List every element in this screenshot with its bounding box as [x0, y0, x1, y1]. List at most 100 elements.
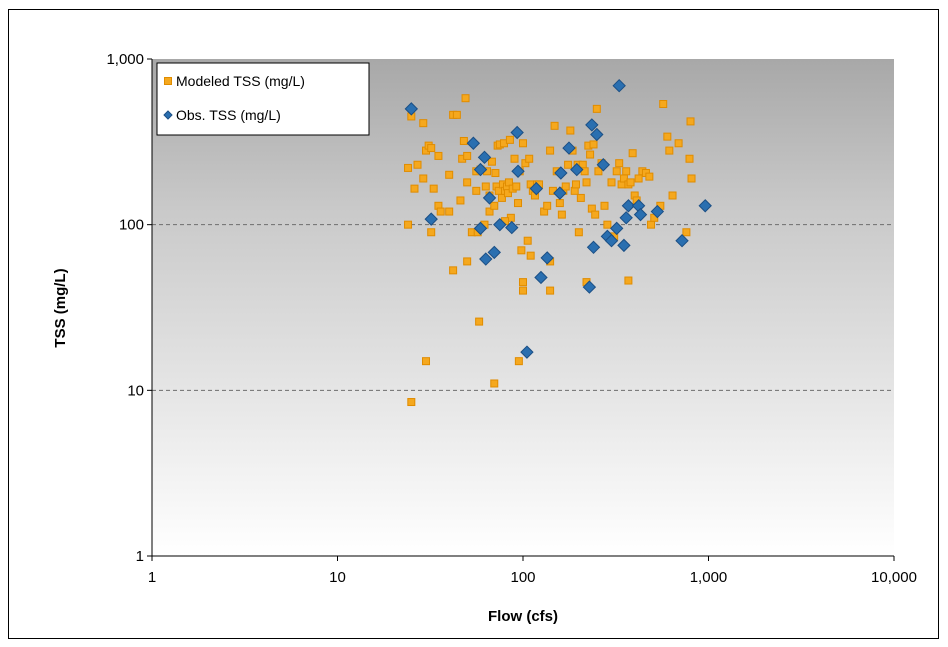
- modeled-point: [512, 182, 521, 191]
- modeled-point: [663, 132, 672, 141]
- modeled-point: [404, 163, 413, 172]
- x-tick-labels: 1 10 100 1,000 10,000: [148, 569, 917, 586]
- modeled-point: [566, 126, 575, 135]
- modeled-point: [561, 182, 570, 191]
- modeled-point: [404, 220, 413, 229]
- modeled-point: [419, 174, 428, 183]
- modeled-point: [659, 100, 668, 109]
- modeled-point: [645, 172, 654, 181]
- modeled-point: [514, 357, 523, 366]
- x-tick-label: 1: [148, 569, 156, 586]
- y-tick-label: 1,000: [106, 51, 144, 68]
- x-tick-label: 10: [329, 569, 346, 586]
- modeled-point: [626, 178, 635, 187]
- axes: [147, 58, 895, 561]
- modeled-point: [612, 167, 621, 176]
- modeled-point: [519, 139, 527, 148]
- observed-point: [582, 280, 597, 294]
- gridlines: [152, 224, 894, 391]
- modeled-point: [591, 210, 600, 219]
- modeled-point: [546, 286, 555, 295]
- observed-point: [505, 220, 519, 235]
- modeled-point: [407, 398, 416, 407]
- legend-marker-modeled: [164, 77, 172, 85]
- modeled-point: [481, 182, 490, 191]
- modeled-point: [622, 167, 631, 176]
- modeled-point: [594, 167, 603, 176]
- modeled-point: [434, 151, 443, 160]
- modeled-point: [665, 146, 674, 155]
- modeled-point: [592, 104, 601, 113]
- modeled-point: [503, 189, 512, 198]
- y-tick-label: 1: [136, 548, 144, 565]
- modeled-point: [463, 178, 472, 187]
- modeled-point: [459, 136, 468, 145]
- modeled-point: [582, 178, 591, 187]
- observed-point: [473, 221, 488, 236]
- modeled-point: [668, 191, 677, 200]
- modeled-point: [487, 157, 496, 166]
- modeled-point: [550, 121, 559, 130]
- observed-point: [520, 345, 534, 359]
- observed-point: [473, 162, 488, 177]
- modeled-point: [463, 257, 472, 266]
- observed-point: [554, 166, 568, 180]
- modeled-point: [475, 317, 484, 326]
- modeled-point: [603, 220, 612, 229]
- modeled-point: [624, 276, 633, 285]
- modeled-point: [586, 150, 595, 159]
- modeled-point: [463, 151, 472, 160]
- observed-point: [617, 238, 631, 253]
- modeled-point: [607, 178, 616, 187]
- observed-point: [619, 211, 633, 225]
- modeled-point: [490, 201, 499, 210]
- observed-point: [487, 245, 501, 260]
- modeled-point: [674, 139, 683, 148]
- modeled-point: [685, 154, 694, 163]
- y-tick-label: 100: [119, 217, 144, 234]
- observed-point: [621, 199, 636, 213]
- modeled-point: [517, 246, 526, 255]
- modeled-point: [687, 174, 696, 183]
- modeled-point: [413, 160, 422, 169]
- observed-point: [698, 199, 712, 213]
- observed-point: [562, 141, 576, 155]
- observed-point: [609, 221, 624, 236]
- modeled-point: [555, 199, 564, 208]
- observed-point: [650, 204, 665, 219]
- modeled-point: [422, 357, 431, 366]
- observed-point: [534, 270, 548, 285]
- modeled-point: [525, 154, 534, 163]
- modeled-point: [634, 174, 643, 183]
- modeled-point: [523, 236, 532, 245]
- modeled-point: [452, 110, 461, 119]
- observed-point: [553, 186, 567, 200]
- observed-point: [404, 102, 419, 116]
- observed-point: [612, 78, 626, 93]
- observed-point: [466, 136, 481, 150]
- modeled-point: [514, 199, 523, 208]
- observed-point: [493, 217, 507, 232]
- x-tick-label: 10,000: [871, 569, 917, 586]
- modeled-point: [449, 266, 458, 275]
- modeled-point: [543, 201, 552, 210]
- modeled-point: [461, 94, 470, 103]
- modeled-point: [519, 278, 527, 287]
- modeled-point: [427, 144, 436, 153]
- modeled-point: [456, 196, 465, 205]
- x-tick-label: 1,000: [690, 569, 728, 586]
- modeled-point: [436, 207, 445, 216]
- legend: Modeled TSS (mg/L) Obs. TSS (mg/L): [156, 62, 370, 136]
- modeled-point: [576, 193, 585, 202]
- observed-series: [404, 78, 712, 359]
- observed-point: [570, 162, 584, 177]
- legend-box: [156, 62, 370, 136]
- x-tick-label: 100: [510, 569, 535, 586]
- observed-point: [585, 118, 599, 132]
- observed-point: [633, 207, 648, 222]
- modeled-point: [557, 210, 566, 219]
- observed-point: [424, 212, 438, 226]
- observed-point: [540, 251, 554, 265]
- modeled-point: [427, 228, 436, 237]
